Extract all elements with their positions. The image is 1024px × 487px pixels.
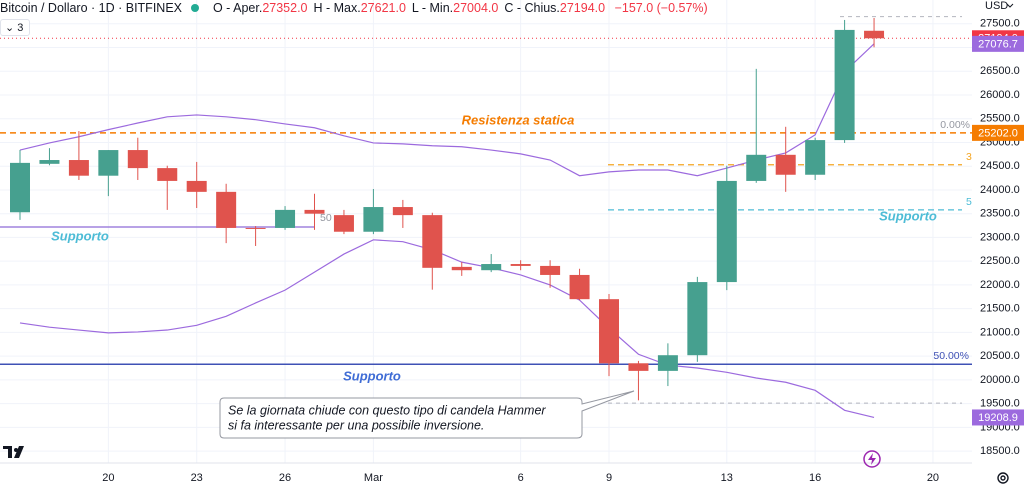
line-text: Supporto (51, 228, 109, 243)
price-badge (972, 35, 1024, 52)
candle-body (275, 209, 296, 228)
candle-body (834, 29, 855, 141)
candle-body (392, 207, 413, 216)
candle-body (98, 150, 119, 176)
legend-label: C - Chius. (504, 1, 560, 15)
ohlc-legend: O - Aper.27352.0 H - Max.27621.0 L - Min.2… (213, 1, 611, 15)
market-status (191, 4, 200, 12)
fib-level: 0.00% (940, 119, 970, 131)
candle-body (216, 191, 237, 228)
line-text: Supporto (343, 368, 401, 383)
y-tick-label: 24500.0 (980, 160, 1020, 172)
line-text: Supporto (879, 208, 937, 223)
price-badge (972, 124, 1024, 141)
legend-value: 27621.0 (360, 1, 406, 15)
alert-icon[interactable] (863, 450, 881, 468)
y-tick-label: 22500.0 (980, 255, 1020, 267)
candle-body (628, 363, 649, 371)
price-badge (972, 409, 1024, 426)
currency-dropdown[interactable] (1006, 3, 1014, 8)
indicator-count: 3 (17, 22, 24, 34)
y-tick-label: 22000.0 (980, 279, 1020, 291)
legend-label: L - Min. (411, 1, 454, 15)
candle-body (805, 140, 826, 175)
y-tick-label: 18500.0 (980, 445, 1020, 457)
fib-level: 38 (966, 151, 978, 163)
legend-value: 27352.0 (262, 1, 308, 15)
y-tick-label: 20000.0 (980, 374, 1020, 386)
candle-body (186, 180, 207, 192)
candle-body (599, 299, 619, 364)
x-tick-label: Mar (364, 472, 383, 484)
band-line (19, 43, 875, 177)
y-tick-label: 20500.0 (980, 350, 1020, 362)
callout-text: Se la giornata chiude con questo tipo di… (228, 403, 546, 417)
x-tick-label: 9 (606, 472, 612, 484)
price-badge-label: 19208.9 (978, 412, 1018, 424)
candle-body (304, 209, 325, 214)
candle-body (10, 162, 30, 213)
y-tick-label: 19500.0 (980, 398, 1020, 410)
y-tick-label: 26500.0 (980, 65, 1020, 77)
candle-body (127, 150, 148, 169)
callout-text: si fa interessante per una possibile inv… (228, 418, 484, 432)
price-badge-label: 27076.7 (978, 38, 1018, 50)
candle-body (68, 160, 89, 176)
candle-body (746, 154, 767, 181)
candle-body (687, 282, 708, 356)
legend-value: 27194.0 (559, 1, 606, 15)
callout-box (219, 390, 635, 439)
candle-body (363, 207, 384, 232)
tv-logo (3, 446, 24, 458)
candle-body (540, 265, 561, 275)
legend-label: H - Max. (313, 1, 361, 15)
currency-label: USD (985, 0, 1008, 12)
x-tick-label: 6 (518, 472, 524, 484)
band-line (19, 239, 875, 419)
y-tick-label: 26000.0 (980, 89, 1020, 101)
x-tick-label: 16 (809, 472, 821, 484)
price-badge-label: 25202.0 (978, 127, 1018, 139)
candle-body (422, 215, 443, 268)
symbol-header: Bitcoin / Dollaro · 1D · BITFINEX O - Ap… (0, 1, 714, 15)
candle-body (864, 30, 885, 39)
fib-level: 50.00% (933, 350, 969, 362)
y-tick-label: 21000.0 (980, 326, 1020, 338)
change: −157.0 (−0.57%) (614, 1, 708, 15)
indicator-toggle[interactable]: ⌄ 3 (0, 19, 31, 36)
x-tick-label: 23 (191, 472, 203, 484)
candle-body (157, 168, 178, 181)
candle-body (245, 227, 266, 229)
candle-body (39, 160, 60, 164)
y-tick-label: 25500.0 (980, 113, 1020, 125)
x-tick-label: 26 (279, 472, 291, 484)
y-tick-label: 23500.0 (980, 208, 1020, 220)
candle-body (481, 264, 502, 271)
price-axis (972, 0, 1024, 487)
candle-body (451, 266, 472, 271)
candle-body (333, 215, 354, 232)
y-tick-label: 23000.0 (980, 231, 1020, 243)
candle-body (510, 264, 531, 266)
y-tick-label: 27500.0 (980, 18, 1020, 30)
fib-level: 50 (320, 212, 332, 224)
legend-value: 27004.0 (453, 1, 499, 15)
fib-level: 50 (966, 196, 978, 208)
y-tick-label: 21500.0 (980, 303, 1020, 315)
line-text: Resistenza statica (462, 112, 575, 127)
y-tick-label: 24000.0 (980, 184, 1020, 196)
candle-body (775, 154, 796, 175)
x-tick-label: 20 (102, 472, 114, 484)
candle-body (716, 180, 737, 283)
x-tick-label: 20 (927, 472, 939, 484)
legend-label: O - Aper. (212, 1, 263, 15)
candle-body (569, 274, 590, 300)
candle-body (657, 355, 678, 371)
settings-icon[interactable] (997, 472, 1009, 484)
x-tick-label: 13 (721, 472, 733, 484)
symbol-title[interactable]: Bitcoin / Dollaro · 1D · BITFINEX (0, 1, 182, 15)
